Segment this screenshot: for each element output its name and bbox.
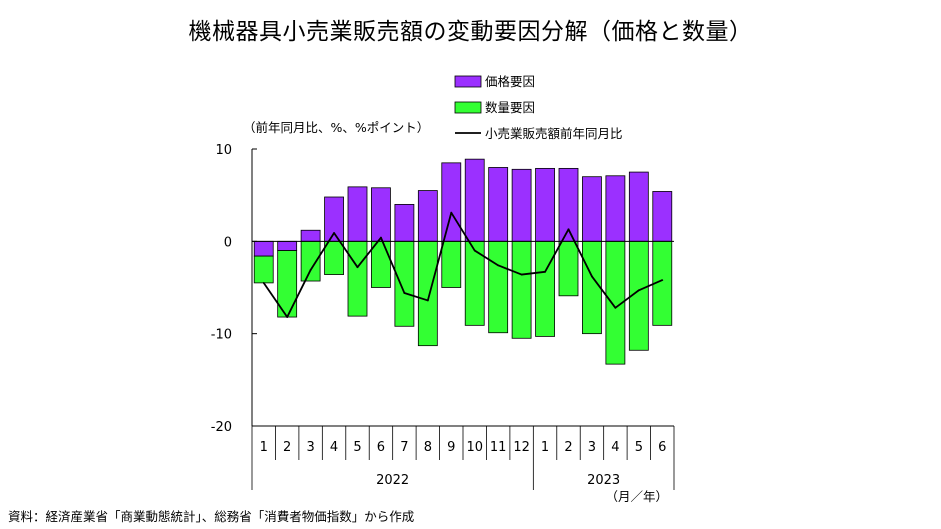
month-label-13: 2 <box>564 440 572 455</box>
month-label-6: 7 <box>400 440 408 455</box>
bar-quantity-2 <box>300 240 321 282</box>
bar-price-7 <box>417 190 438 242</box>
chart-title: 機械器具小売業販売額の変動要因分解（価格と数量） <box>188 19 753 45</box>
month-label-17: 6 <box>658 440 666 455</box>
legend-label-1: 数量要因 <box>485 100 535 115</box>
bar-quantity-4 <box>347 240 368 317</box>
axes-layer: 10 0 -10 -20 <box>211 143 674 435</box>
line-point-0 <box>262 281 265 284</box>
bar-price-15 <box>605 175 626 242</box>
line-point-12 <box>544 270 546 273</box>
bar-price-14 <box>582 176 602 242</box>
bar-quantity-11 <box>511 240 532 339</box>
month-label-8: 9 <box>447 440 455 455</box>
month-label-1: 2 <box>283 440 291 455</box>
bar-price-5 <box>371 187 391 242</box>
year-label-2023: 2023 <box>587 473 620 488</box>
bar-price-10 <box>488 167 509 242</box>
month-label-10: 11 <box>490 440 507 455</box>
line-point-7 <box>426 299 429 302</box>
bar-quantity-13 <box>558 240 579 297</box>
legend-label-2: 小売業販売額前年同月比 <box>485 126 623 141</box>
month-label-7: 8 <box>424 440 432 455</box>
legend-swatch-0 <box>454 75 482 88</box>
line-layer <box>262 211 664 318</box>
x-axis-period-label: （月／年） <box>605 489 668 504</box>
month-label-9: 10 <box>466 440 483 455</box>
y-tick-label--20: -20 <box>211 420 232 435</box>
month-label-11: 12 <box>513 440 530 455</box>
bar-price-9 <box>464 158 485 242</box>
line-point-11 <box>520 273 523 276</box>
y-tick-label-10: 10 <box>215 143 232 158</box>
bar-price-8 <box>441 162 462 242</box>
line-point-16 <box>637 289 640 292</box>
month-label-4: 5 <box>353 440 361 455</box>
line-point-2 <box>309 269 312 271</box>
bar-quantity-10 <box>488 240 509 334</box>
line-point-14 <box>591 275 593 278</box>
line-point-9 <box>473 249 476 252</box>
line-point-4 <box>356 266 359 269</box>
month-label-14: 3 <box>588 440 596 455</box>
bar-quantity-3 <box>324 240 344 275</box>
bar-price-1 <box>277 240 298 251</box>
bar-price-11 <box>511 168 532 242</box>
month-label-15: 4 <box>611 440 619 455</box>
bar-quantity-6 <box>394 240 415 327</box>
bar-price-0 <box>253 240 274 257</box>
bars-layer <box>253 158 673 365</box>
legend-swatch-1 <box>454 101 482 114</box>
bar-quantity-7 <box>417 240 438 347</box>
legend-label-0: 価格要因 <box>485 74 535 89</box>
line-point-13 <box>567 228 570 231</box>
line-point-1 <box>286 316 289 318</box>
line-point-15 <box>614 306 617 309</box>
month-label-5: 6 <box>377 440 385 455</box>
month-label-3: 4 <box>330 440 338 455</box>
y-axis-unit-label: （前年同月比、%、%ポイント） <box>243 120 429 135</box>
line-point-17 <box>661 279 664 282</box>
line-point-8 <box>450 211 453 214</box>
y-tick-label-0: 0 <box>224 235 232 250</box>
line-point-10 <box>497 264 500 267</box>
bar-quantity-12 <box>535 240 555 337</box>
bar-price-16 <box>628 171 649 242</box>
line-series-sales <box>262 211 663 318</box>
bar-quantity-8 <box>441 240 462 288</box>
source-note: 資料：経済産業省「商業動態統計」、総務省「消費者物価指数」から作成 <box>8 509 415 524</box>
bar-price-6 <box>394 203 415 242</box>
line-point-5 <box>380 236 382 239</box>
bar-price-17 <box>652 191 673 242</box>
y-tick-label--10: -10 <box>211 328 232 343</box>
bar-quantity-0 <box>253 255 274 284</box>
year-label-2022: 2022 <box>376 473 409 488</box>
bar-price-2 <box>300 229 321 242</box>
line-point-6 <box>403 292 406 294</box>
bar-quantity-5 <box>371 240 391 288</box>
bar-price-4 <box>347 186 368 242</box>
month-label-2: 3 <box>306 440 314 455</box>
month-label-12: 1 <box>541 440 549 455</box>
bar-price-12 <box>535 167 555 242</box>
month-label-0: 1 <box>260 440 268 455</box>
bar-quantity-14 <box>582 240 602 335</box>
month-label-16: 5 <box>635 440 643 455</box>
line-point-3 <box>333 232 335 234</box>
